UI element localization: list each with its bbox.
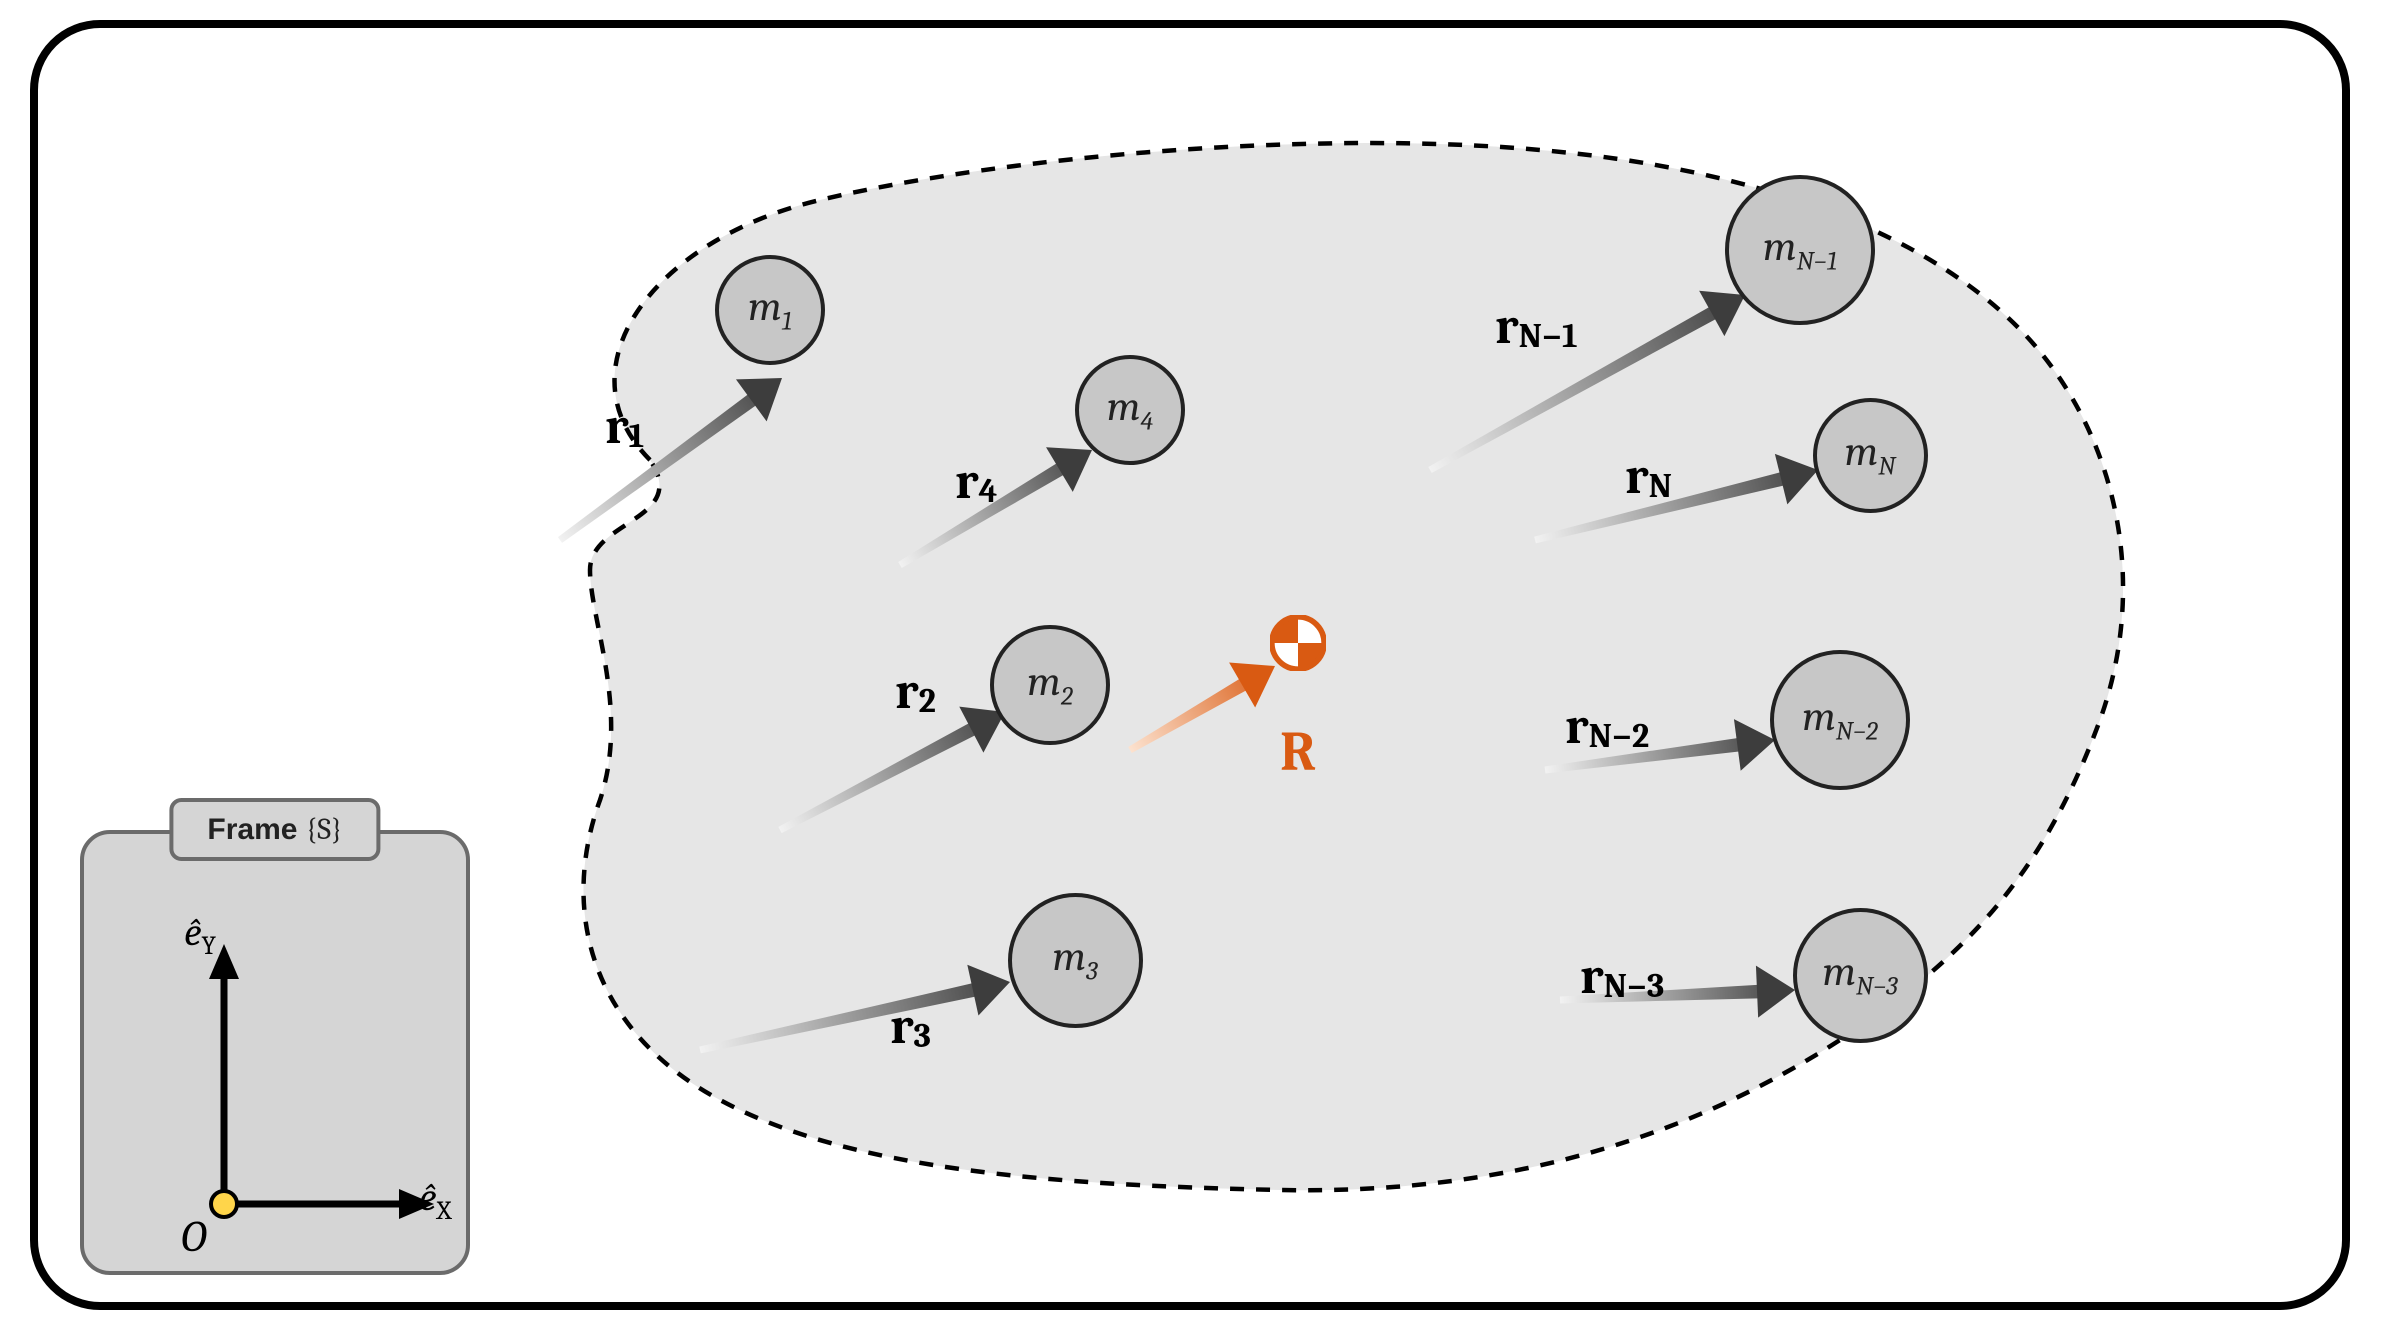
mass-m4: m4 xyxy=(1075,355,1185,465)
origin-label: O xyxy=(181,1211,207,1262)
vector-label-mN1: rN−1 xyxy=(1495,300,1578,353)
mass-label: m1 xyxy=(748,286,792,334)
frame-label-prefix: Frame xyxy=(207,813,305,846)
vector-label-m2: r2 xyxy=(895,665,936,718)
mass-mN: mN xyxy=(1813,398,1928,513)
vector-label-m1: r1 xyxy=(605,400,644,453)
center-of-mass-vector-label: R xyxy=(1280,720,1316,784)
vector-label-m3: r3 xyxy=(890,1000,931,1053)
mass-mN2: mN−2 xyxy=(1770,650,1910,790)
frame-label: Frame {S} xyxy=(169,798,380,861)
mass-mN1: mN−1 xyxy=(1725,175,1875,325)
mass-label: mN−1 xyxy=(1763,226,1837,274)
mass-m1: m1 xyxy=(715,255,825,365)
mass-label: m3 xyxy=(1052,936,1097,984)
mass-m2: m2 xyxy=(990,625,1110,745)
mass-label: m4 xyxy=(1107,386,1153,434)
diagram-canvas: m1 r1 m2 r2 m3 r3 m4 r4 mN−1 rN−1 mN rN mN−2 rN−2 mN−3… xyxy=(0,0,2389,1344)
mass-label: mN xyxy=(1845,431,1896,479)
vector-label-m4: r4 xyxy=(955,455,997,508)
vector-label-mN2: rN−2 xyxy=(1565,700,1649,753)
vector-label-mN: rN xyxy=(1625,450,1672,503)
x-axis-label: êX xyxy=(419,1174,451,1226)
origin-marker xyxy=(209,1189,239,1219)
coordinate-frame-box: Frame {S} O êY êX xyxy=(80,830,470,1275)
center-of-mass-marker xyxy=(1270,615,1326,671)
frame-label-symbol: {S} xyxy=(306,812,343,847)
mass-label: mN−2 xyxy=(1802,696,1878,744)
vector-label-mN3: rN−3 xyxy=(1580,950,1664,1003)
mass-label: mN−3 xyxy=(1822,951,1897,999)
mass-label: m2 xyxy=(1027,661,1073,709)
y-axis-label: êY xyxy=(184,909,216,961)
axes: O êY êX xyxy=(129,889,449,1259)
mass-m3: m3 xyxy=(1008,893,1143,1028)
mass-mN3: mN−3 xyxy=(1793,908,1928,1043)
